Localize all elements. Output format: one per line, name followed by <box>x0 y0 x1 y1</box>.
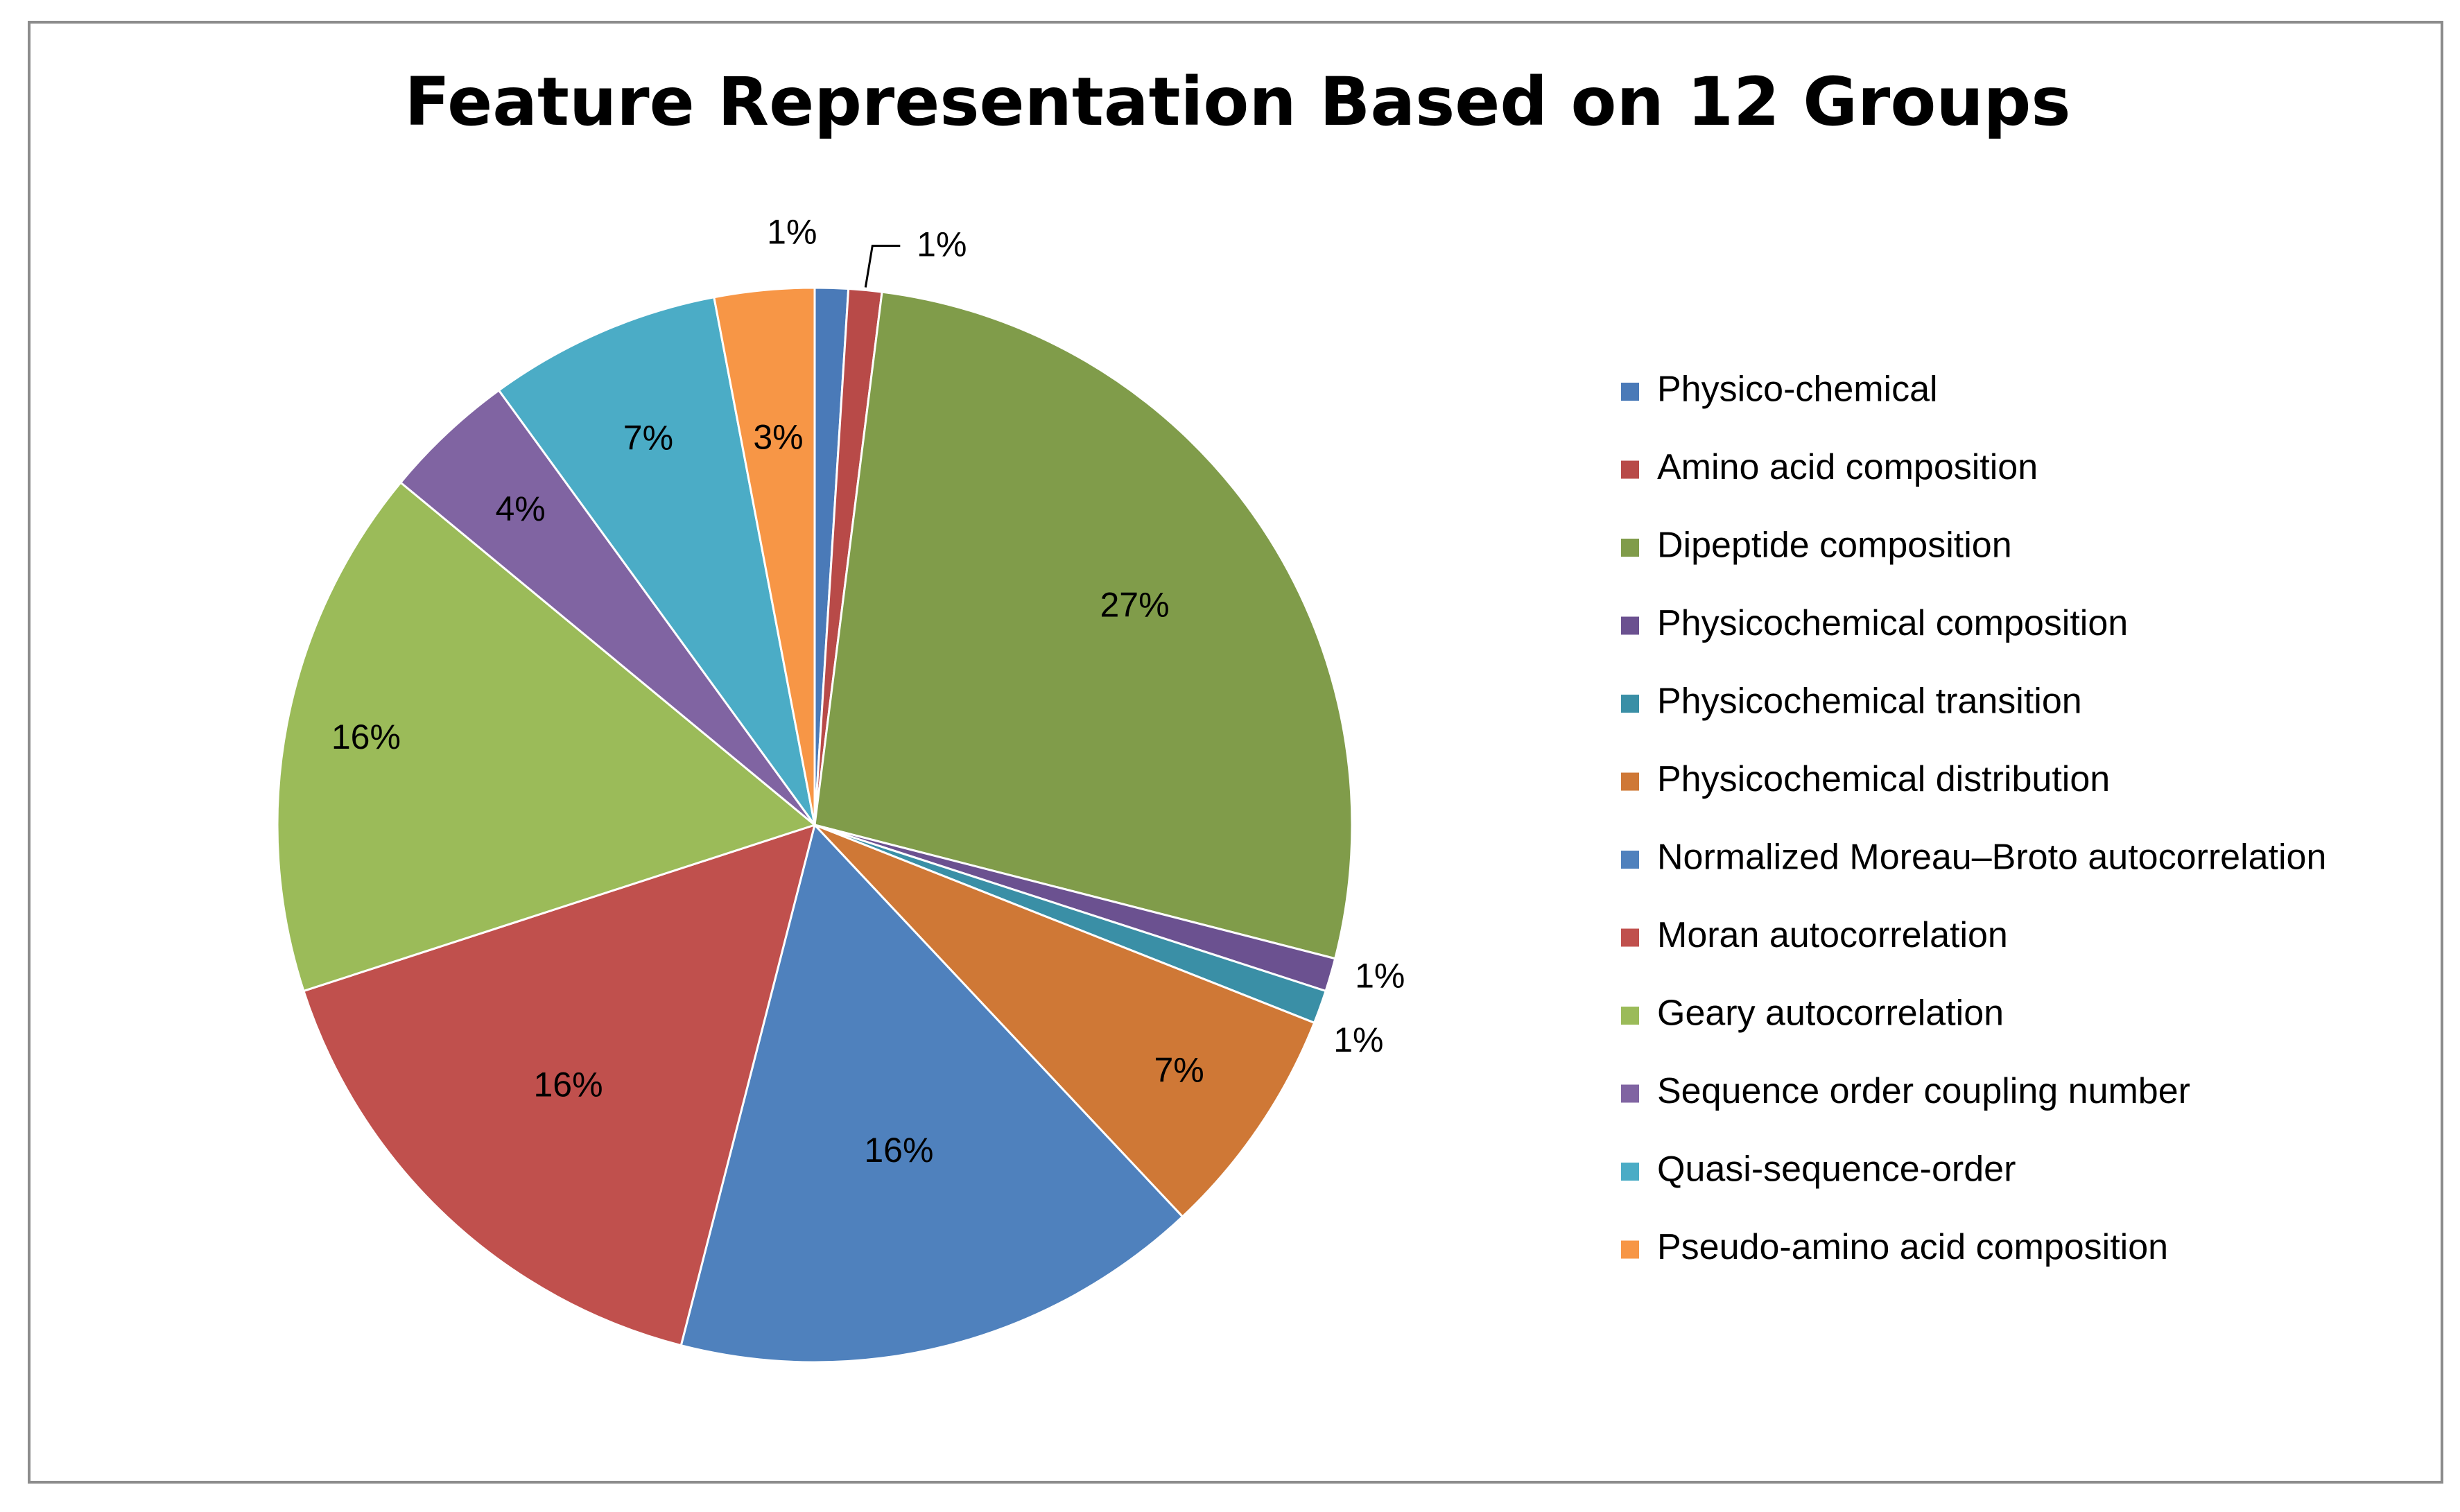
legend-item-moran-autocorrelation: Moran autocorrelation <box>1621 915 2008 955</box>
data-label-normalized-moreau-broto-autocorrelation: 16% <box>864 1131 933 1170</box>
data-label-pseudo-amino-acid-composition: 3% <box>753 418 803 457</box>
legend-item-normalized-moreau-broto-autocorrelation: Normalized Moreau–Broto autocorrelation <box>1621 837 2326 878</box>
legend-swatch <box>1621 851 1639 869</box>
legend-swatch <box>1621 1163 1639 1181</box>
legend-swatch <box>1621 1084 1639 1103</box>
legend-item-physicochemical-distribution: Physicochemical distribution <box>1621 759 2110 799</box>
legend-label: Pseudo-amino acid composition <box>1657 1227 2168 1267</box>
legend-label: Physicochemical distribution <box>1657 759 2110 799</box>
pie-slice-physicochemical-distribution <box>813 824 1316 1219</box>
data-label-physico-chemical: 1% <box>767 212 817 251</box>
legend-label: Geary autocorrelation <box>1657 993 2004 1034</box>
legend-swatch <box>1621 616 1639 635</box>
data-label-quasi-sequence-order: 7% <box>623 418 673 457</box>
data-label-dipeptide-composition: 27% <box>1100 586 1169 625</box>
legend-label: Moran autocorrelation <box>1657 915 2008 955</box>
legend-item-amino-acid-composition: Amino acid composition <box>1621 447 2038 487</box>
legend-label: Dipeptide composition <box>1657 525 2012 566</box>
data-label-amino-acid-composition: 1% <box>917 225 967 264</box>
legend-item-physico-chemical: Physico-chemical <box>1621 370 1938 410</box>
pie-slice-geary-autocorrelation <box>276 480 817 993</box>
legend-label: Physico-chemical <box>1657 370 1938 410</box>
legend-label: Quasi-sequence-order <box>1657 1149 2016 1190</box>
legend-swatch <box>1621 1240 1639 1259</box>
legend-item-quasi-sequence-order: Quasi-sequence-order <box>1621 1149 2016 1190</box>
legend-label: Sequence order coupling number <box>1657 1071 2190 1111</box>
legend-label: Amino acid composition <box>1657 447 2038 487</box>
data-label-physicochemical-transition: 1% <box>1333 1020 1383 1059</box>
leader-line-amino-acid-composition <box>864 244 901 288</box>
pie-slice-normalized-moreau-broto-autocorrelation <box>679 822 1184 1364</box>
legend-item-pseudo-amino-acid-composition: Pseudo-amino acid composition <box>1621 1227 2168 1267</box>
legend-swatch <box>1621 1007 1639 1025</box>
legend-label: Normalized Moreau–Broto autocorrelation <box>1657 837 2326 878</box>
legend-item-physicochemical-composition: Physicochemical composition <box>1621 603 2128 643</box>
data-label-physicochemical-composition: 1% <box>1355 957 1405 996</box>
legend-item-sequence-order-coupling-number: Sequence order coupling number <box>1621 1071 2190 1111</box>
data-label-physicochemical-distribution: 7% <box>1154 1050 1204 1089</box>
legend-swatch <box>1621 928 1639 947</box>
legend-swatch <box>1621 539 1639 557</box>
pie-slice-sequence-order-coupling-number <box>399 388 816 826</box>
pie-slices <box>276 286 1353 1364</box>
data-label-sequence-order-coupling-number: 4% <box>495 489 545 528</box>
legend-item-dipeptide-composition: Dipeptide composition <box>1621 525 2012 566</box>
legend-label: Physicochemical composition <box>1657 603 2128 643</box>
pie-slice-quasi-sequence-order <box>497 295 816 826</box>
pie-slice-dipeptide-composition <box>813 290 1353 960</box>
legend-item-physicochemical-transition: Physicochemical transition <box>1621 681 2082 722</box>
legend-swatch <box>1621 383 1639 401</box>
pie-slice-moran-autocorrelation <box>302 823 817 1347</box>
legend: Physico-chemical Amino acid composition Di… <box>1621 370 2326 1267</box>
legend-swatch <box>1621 772 1639 791</box>
legend-swatch <box>1621 695 1639 713</box>
chart-title: Feature Representation Based on 12 Group… <box>404 63 2070 141</box>
legend-swatch <box>1621 460 1639 479</box>
data-label-geary-autocorrelation: 16% <box>331 718 401 756</box>
pie-slice-pseudo-amino-acid-composition <box>713 286 816 826</box>
leader-lines <box>864 244 901 288</box>
data-label-moran-autocorrelation: 16% <box>534 1066 603 1104</box>
legend-item-geary-autocorrelation: Geary autocorrelation <box>1621 993 2004 1034</box>
slice-data-labels: 1% 1% 27% 1% 1% 7% 16% 16% 16% 4% 7% 3% <box>331 212 1405 1170</box>
legend-label: Physicochemical transition <box>1657 681 2082 722</box>
